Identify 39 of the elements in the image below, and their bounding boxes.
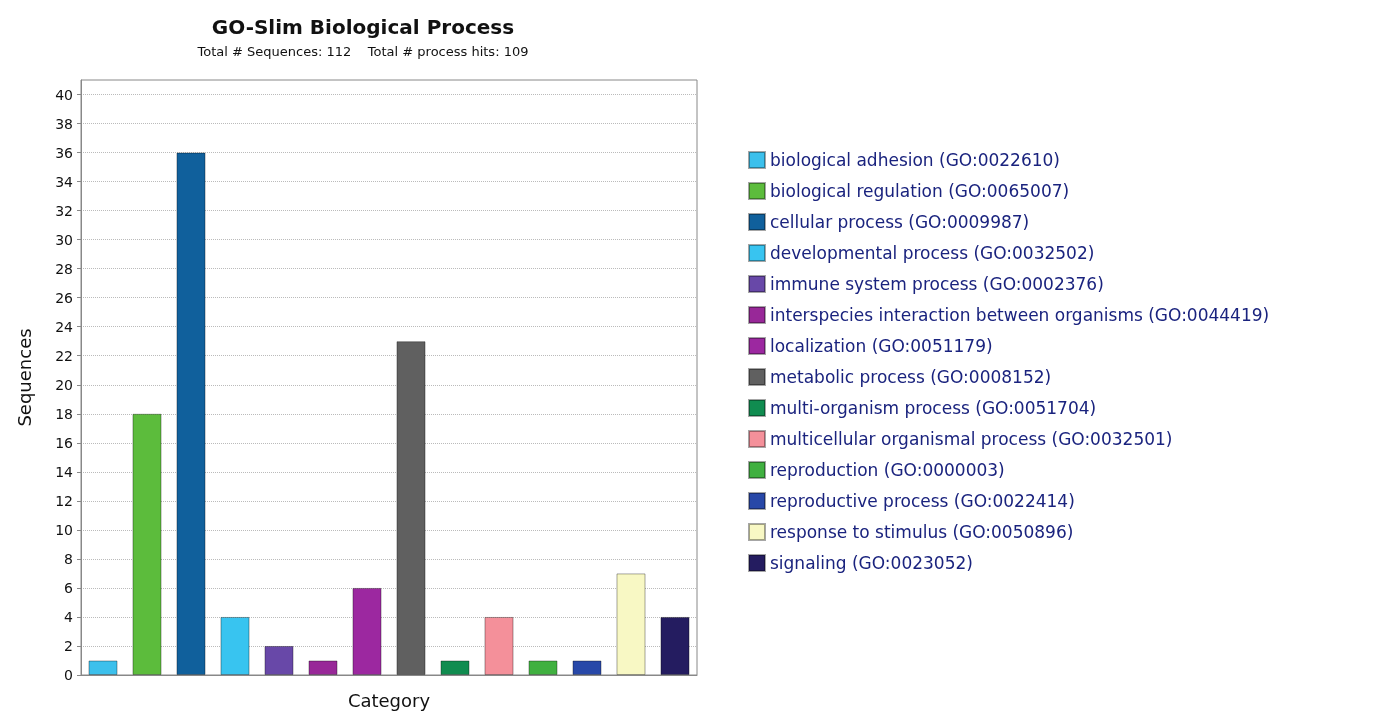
y-tick-label: 22 bbox=[55, 347, 73, 364]
legend-label: response to stimulus (GO:0050896) bbox=[770, 522, 1074, 542]
legend-label: localization (GO:0051179) bbox=[770, 336, 993, 356]
y-tick-label: 28 bbox=[55, 260, 73, 277]
y-tick-label: 6 bbox=[64, 579, 74, 596]
y-tick-label: 4 bbox=[64, 608, 74, 625]
legend-label: reproduction (GO:0000003) bbox=[770, 460, 1005, 480]
y-tick-label: 8 bbox=[64, 550, 73, 567]
y-tick-label: 24 bbox=[55, 318, 74, 335]
legend-label: developmental process (GO:0032502) bbox=[770, 243, 1095, 263]
legend-label: cellular process (GO:0009987) bbox=[770, 212, 1030, 232]
y-tick-label: 16 bbox=[55, 434, 74, 451]
legend-label: multi-organism process (GO:0051704) bbox=[770, 398, 1097, 418]
y-tick-label: 2 bbox=[64, 637, 73, 654]
legend-label: multicellular organismal process (GO:0032501) bbox=[770, 429, 1173, 449]
y-tick-label: 40 bbox=[55, 86, 73, 103]
legend-label: immune system process (GO:0002376) bbox=[770, 274, 1104, 294]
legend-label: biological regulation (GO:0065007) bbox=[770, 181, 1070, 201]
y-tick-label: 18 bbox=[55, 405, 73, 422]
x-axis-title: Category bbox=[347, 689, 431, 711]
y-tick-label: 32 bbox=[55, 202, 73, 219]
chart-subtitle: Total # Sequences: 112 Total # process hits: 109 bbox=[196, 44, 529, 59]
y-axis-title: Sequences bbox=[13, 328, 35, 427]
y-tick-label: 10 bbox=[55, 521, 73, 538]
y-tick-label: 26 bbox=[55, 289, 74, 306]
y-tick-label: 12 bbox=[55, 492, 73, 509]
chart-title: GO-Slim Biological Process bbox=[211, 15, 515, 39]
legend-label: biological adhesion (GO:0022610) bbox=[770, 150, 1061, 170]
y-tick-label: 20 bbox=[55, 376, 73, 393]
y-tick-label: 14 bbox=[55, 463, 74, 480]
legend-label: reproductive process (GO:0022414) bbox=[770, 491, 1075, 511]
y-tick-label: 30 bbox=[55, 231, 73, 248]
y-tick-label: 0 bbox=[64, 667, 73, 683]
y-tick-label: 36 bbox=[55, 144, 74, 161]
legend-label: signaling (GO:0023052) bbox=[770, 553, 973, 573]
y-tick-label: 34 bbox=[55, 173, 74, 190]
legend-label: metabolic process (GO:0008152) bbox=[770, 367, 1052, 387]
y-tick-label: 38 bbox=[55, 115, 73, 132]
legend-label: interspecies interaction between organisms (GO:0044419) bbox=[770, 305, 1270, 325]
